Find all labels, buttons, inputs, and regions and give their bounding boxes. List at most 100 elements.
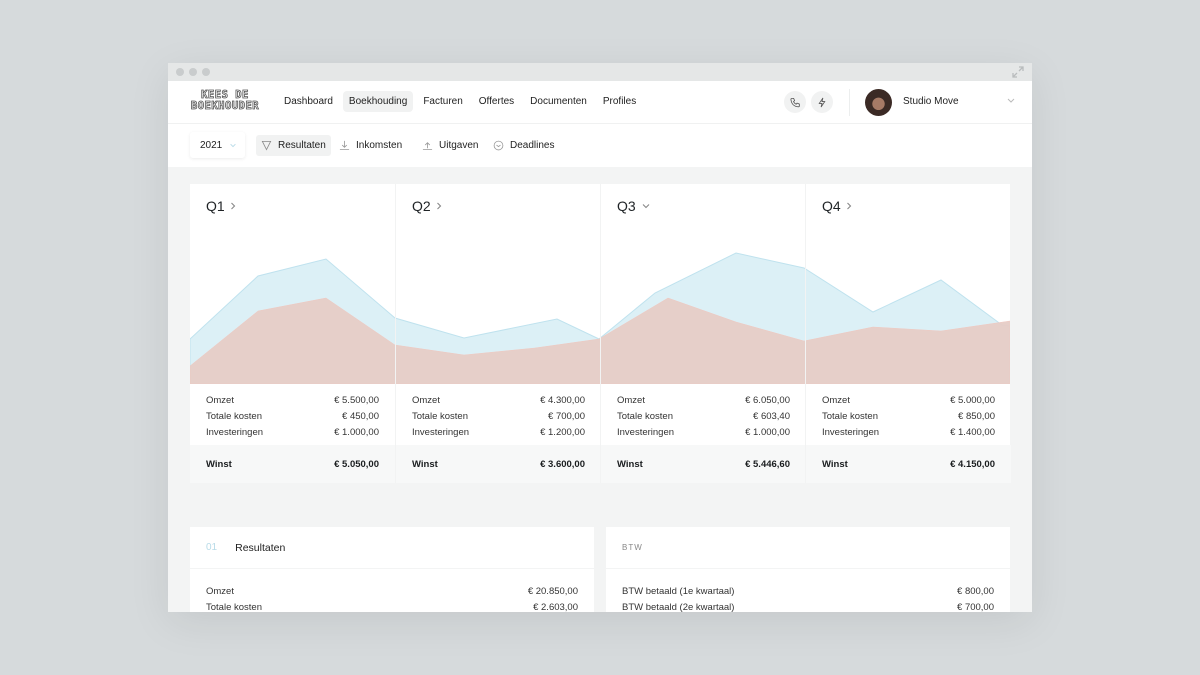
row-value: € 5.500,00 — [334, 395, 379, 406]
quarter-title[interactable]: Q4 — [822, 198, 853, 214]
quarter-label: Q3 — [617, 198, 636, 214]
row-label: Omzet — [617, 395, 645, 406]
quarter-rows: Omzet € 5.500,00 Totale kosten € 450,00 In… — [190, 393, 395, 441]
row-label: BTW betaald (1e kwartaal) — [622, 586, 735, 597]
tab-label: Deadlines — [510, 140, 555, 151]
results-card: 01 Resultaten Omzet € 20.850,00 Totale ko… — [190, 527, 594, 612]
logo-line-2: BOEKHOUDER — [190, 100, 260, 112]
expand-icon[interactable] — [1012, 66, 1024, 78]
quarter-title[interactable]: Q2 — [412, 198, 443, 214]
download-icon — [339, 140, 350, 151]
winst-value: € 5.446,60 — [745, 458, 790, 470]
tab-deadlines[interactable]: Deadlines — [488, 135, 559, 156]
winst-value: € 5.050,00 — [334, 458, 379, 470]
main-nav: Dashboard Boekhouding Facturen Offertes … — [278, 91, 646, 112]
tab-uitgaven[interactable]: Uitgaven — [417, 135, 483, 156]
winst-label: Winst — [412, 458, 438, 470]
row-label: Investeringen — [617, 427, 675, 438]
winst-value: € 3.600,00 — [540, 458, 585, 470]
list-item: BTW betaald (1e kwartaal) € 800,00 — [606, 584, 1010, 600]
nav-documenten[interactable]: Documenten — [530, 96, 587, 107]
quarter-column-q3: Q3 Omzet € 6.050,00 Totale kosten € 603,40… — [600, 184, 806, 483]
year-select[interactable]: 2021 — [190, 132, 245, 158]
row-label: Investeringen — [412, 427, 470, 438]
tab-label: Uitgaven — [439, 140, 479, 151]
quarter-label: Q2 — [412, 198, 431, 214]
bolt-icon — [818, 97, 826, 107]
quarter-label: Q4 — [822, 198, 841, 214]
app-window: KEES DE BOEKHOUDER Dashboard Boekhouding… — [168, 63, 1032, 612]
window-close-button[interactable] — [176, 68, 184, 76]
row-value: € 4.300,00 — [540, 395, 585, 406]
winst-value: € 4.150,00 — [950, 458, 995, 470]
card-title: Resultaten — [235, 541, 286, 554]
row-value: € 2.603,00 — [533, 602, 578, 612]
quarter-column-q1: Q1 Omzet € 5.500,00 Totale kosten € 450,00… — [190, 184, 395, 483]
list-item: BTW betaald (2e kwartaal) € 700,00 — [606, 600, 1010, 612]
tab-label: Resultaten — [278, 140, 326, 151]
row-label: Totale kosten — [206, 602, 262, 612]
card-body: BTW betaald (1e kwartaal) € 800,00 BTW be… — [606, 569, 1010, 612]
chevron-right-icon — [846, 202, 851, 210]
tab-resultaten[interactable]: Resultaten — [256, 135, 331, 156]
logo-line-1: KEES DE — [201, 89, 249, 101]
window-minimize-button[interactable] — [189, 68, 197, 76]
chevron-down-icon — [230, 143, 236, 148]
nav-profiles[interactable]: Profiles — [602, 96, 637, 107]
tab-label: Inkomsten — [356, 140, 403, 151]
chevron-down-icon[interactable] — [1006, 95, 1016, 105]
profile-name[interactable]: Studio Move — [903, 96, 959, 107]
row-label: Totale kosten — [412, 411, 468, 422]
list-item: Omzet € 20.850,00 — [190, 584, 594, 600]
chevron-down-icon — [642, 204, 650, 209]
phone-icon — [790, 97, 800, 107]
row-value: € 1.000,00 — [334, 427, 379, 438]
row-investeringen: Investeringen € 1.000,00 — [190, 425, 395, 441]
divider — [849, 89, 850, 116]
nav-facturen[interactable]: Facturen — [423, 96, 463, 107]
row-label: Totale kosten — [206, 411, 262, 422]
row-value: € 1.000,00 — [745, 427, 790, 438]
row-value: € 850,00 — [958, 411, 995, 422]
row-investeringen: Investeringen € 1.200,00 — [396, 425, 601, 441]
quarter-column-q4: Q4 Omzet € 5.000,00 Totale kosten € 850,00… — [805, 184, 1011, 483]
row-omzet: Omzet € 4.300,00 — [396, 393, 601, 409]
card-body: Omzet € 20.850,00 Totale kosten € 2.603,00 — [190, 569, 594, 612]
top-navigation: KEES DE BOEKHOUDER Dashboard Boekhouding… — [168, 81, 1032, 124]
tab-inkomsten[interactable]: Inkomsten — [334, 135, 407, 156]
row-omzet: Omzet € 5.500,00 — [190, 393, 395, 409]
row-value: € 603,40 — [753, 411, 790, 422]
quarter-title[interactable]: Q1 — [206, 198, 237, 214]
avatar[interactable] — [865, 89, 892, 116]
row-label: Omzet — [822, 395, 850, 406]
row-kosten: Totale kosten € 450,00 — [190, 409, 395, 425]
logo[interactable]: KEES DE BOEKHOUDER — [184, 89, 266, 112]
row-label: Investeringen — [822, 427, 880, 438]
phone-button[interactable] — [784, 91, 806, 113]
row-kosten: Totale kosten € 603,40 — [601, 409, 806, 425]
row-omzet: Omzet € 6.050,00 — [601, 393, 806, 409]
nav-offertes[interactable]: Offertes — [478, 96, 515, 107]
row-label: Totale kosten — [617, 411, 673, 422]
row-winst: Winst € 4.150,00 — [806, 445, 1011, 483]
row-investeringen: Investeringen € 1.000,00 — [601, 425, 806, 441]
clock-icon — [493, 140, 504, 151]
window-zoom-button[interactable] — [202, 68, 210, 76]
row-label: Investeringen — [206, 427, 264, 438]
winst-label: Winst — [822, 458, 848, 470]
nav-dashboard[interactable]: Dashboard — [284, 96, 333, 107]
window-titlebar — [168, 63, 1032, 81]
quarter-column-q2: Q2 Omzet € 4.300,00 Totale kosten € 700,00… — [395, 184, 601, 483]
quarter-label: Q1 — [206, 198, 225, 214]
row-kosten: Totale kosten € 700,00 — [396, 409, 601, 425]
nav-boekhouding[interactable]: Boekhouding — [342, 91, 414, 112]
quarter-title[interactable]: Q3 — [617, 198, 652, 214]
bolt-button[interactable] — [811, 91, 833, 113]
upload-icon — [422, 142, 433, 151]
row-value: € 800,00 — [957, 586, 994, 597]
row-value: € 6.050,00 — [745, 395, 790, 406]
card-header: BTW — [606, 527, 1010, 569]
trophy-icon — [261, 140, 272, 151]
row-label: Totale kosten — [822, 411, 878, 422]
row-winst: Winst € 5.446,60 — [601, 445, 806, 483]
